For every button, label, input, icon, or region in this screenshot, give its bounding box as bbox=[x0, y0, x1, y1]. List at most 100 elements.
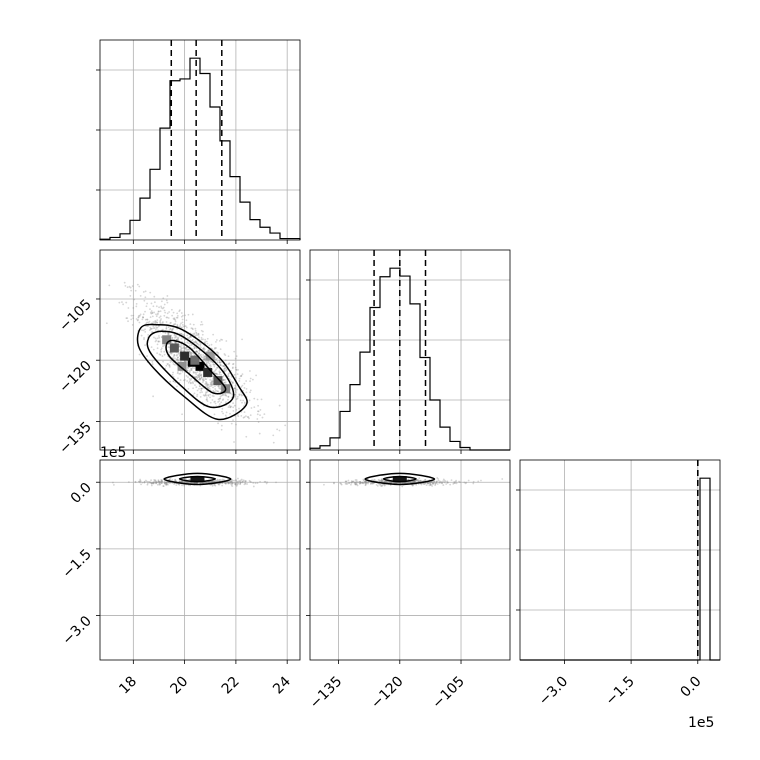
sample-point bbox=[433, 480, 436, 483]
sample-point bbox=[206, 376, 209, 379]
sample-point bbox=[193, 380, 196, 383]
sample-point bbox=[149, 308, 151, 311]
sample-point bbox=[212, 363, 215, 366]
sample-point bbox=[253, 397, 256, 400]
sample-point bbox=[165, 482, 167, 484]
sample-point bbox=[365, 482, 367, 484]
sample-point bbox=[160, 305, 163, 308]
sample-point bbox=[231, 381, 234, 384]
sample-point bbox=[200, 374, 203, 377]
sample-point bbox=[210, 383, 213, 386]
sample-point bbox=[239, 479, 242, 482]
sample-point bbox=[209, 378, 212, 381]
sample-point bbox=[150, 482, 153, 485]
sample-point bbox=[149, 311, 152, 314]
sample-point bbox=[244, 482, 247, 484]
sample-point bbox=[177, 338, 180, 341]
sample-point bbox=[415, 479, 417, 482]
sample-point bbox=[230, 484, 233, 486]
sample-point bbox=[190, 367, 193, 370]
sample-point bbox=[186, 366, 189, 369]
sample-point bbox=[219, 395, 222, 398]
sample-point bbox=[224, 482, 227, 485]
sample-point bbox=[156, 352, 159, 355]
sample-point bbox=[265, 482, 268, 485]
sample-point bbox=[150, 312, 153, 315]
sample-point bbox=[153, 327, 156, 329]
sample-point bbox=[166, 295, 169, 297]
sample-point bbox=[248, 417, 250, 420]
sample-point bbox=[424, 478, 427, 481]
sample-point bbox=[221, 399, 224, 401]
sample-point bbox=[443, 479, 446, 482]
sample-point bbox=[152, 325, 155, 328]
sample-point bbox=[419, 479, 422, 482]
sample-point bbox=[153, 295, 156, 298]
sample-point bbox=[180, 315, 183, 318]
sample-point bbox=[170, 329, 173, 332]
sample-point bbox=[144, 296, 147, 299]
sample-point bbox=[181, 347, 184, 350]
sample-point bbox=[351, 480, 354, 483]
sample-point bbox=[196, 395, 198, 398]
sample-point bbox=[184, 314, 187, 317]
sample-point bbox=[188, 351, 191, 353]
sample-point bbox=[208, 344, 211, 347]
sample-point bbox=[441, 481, 444, 484]
sample-point bbox=[139, 478, 142, 481]
sample-point bbox=[242, 479, 245, 482]
sample-point bbox=[157, 325, 160, 328]
sample-point bbox=[125, 301, 128, 304]
sample-point bbox=[284, 424, 287, 427]
sample-point bbox=[213, 363, 216, 366]
sample-point bbox=[429, 484, 432, 486]
sample-point bbox=[227, 398, 229, 401]
sample-point bbox=[186, 481, 189, 484]
sample-point bbox=[184, 378, 186, 381]
sample-point bbox=[156, 321, 159, 324]
sample-point bbox=[364, 480, 367, 483]
sample-point bbox=[172, 363, 175, 366]
sample-point bbox=[161, 307, 164, 310]
sample-point bbox=[210, 481, 213, 483]
sample-point bbox=[197, 333, 200, 335]
sample-point bbox=[201, 482, 204, 484]
sample-point bbox=[204, 358, 207, 361]
sample-point bbox=[189, 381, 192, 384]
sample-point bbox=[428, 482, 431, 485]
sample-point bbox=[233, 482, 236, 484]
sample-point bbox=[235, 484, 238, 487]
contour-p0-p1-1 bbox=[146, 330, 235, 409]
sample-point bbox=[154, 319, 157, 322]
sample-point bbox=[238, 394, 241, 397]
sample-point bbox=[185, 326, 188, 329]
sample-point bbox=[193, 371, 196, 374]
sample-point bbox=[158, 340, 161, 343]
sample-point bbox=[183, 347, 185, 350]
sample-point bbox=[416, 479, 419, 481]
sample-point bbox=[156, 481, 158, 484]
sample-point bbox=[180, 337, 183, 340]
sample-point bbox=[189, 369, 192, 372]
sample-point bbox=[139, 481, 141, 484]
sample-point bbox=[168, 478, 171, 481]
sample-point bbox=[144, 344, 146, 347]
sample-point bbox=[227, 396, 230, 398]
sample-point bbox=[161, 480, 164, 483]
sample-point bbox=[199, 354, 202, 357]
sample-point bbox=[172, 327, 174, 330]
sample-point bbox=[199, 370, 201, 373]
sample-point bbox=[202, 481, 205, 484]
sample-point bbox=[160, 318, 162, 320]
sample-point bbox=[161, 328, 164, 331]
sample-point bbox=[147, 481, 150, 483]
sample-point bbox=[192, 387, 194, 390]
sample-point bbox=[141, 329, 143, 332]
sample-point bbox=[162, 485, 165, 487]
sample-point bbox=[380, 480, 383, 483]
sample-point bbox=[231, 382, 234, 385]
sample-point bbox=[179, 326, 182, 329]
sample-point bbox=[199, 345, 202, 347]
sample-point bbox=[333, 482, 335, 485]
sample-point bbox=[231, 367, 234, 370]
